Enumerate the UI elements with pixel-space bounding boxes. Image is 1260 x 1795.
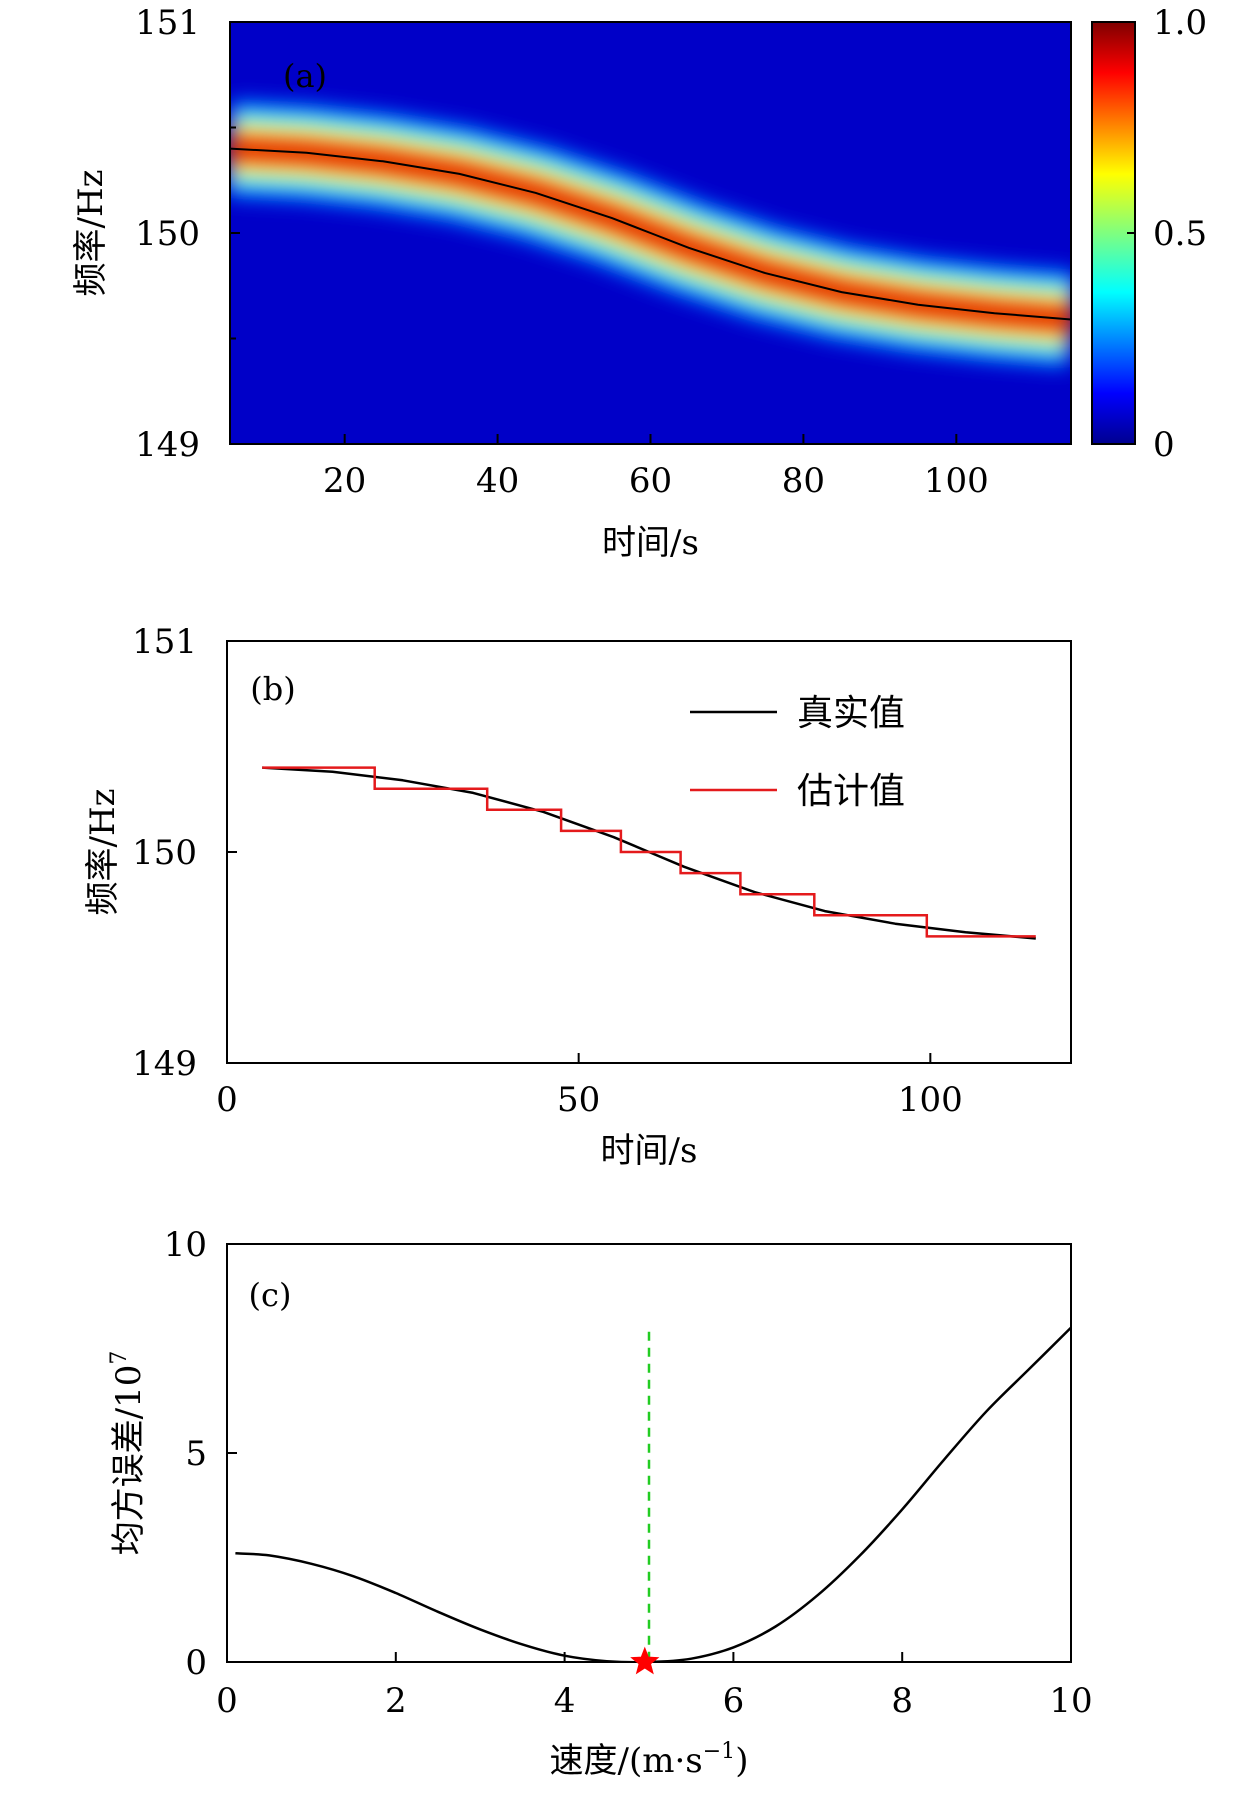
x-axis-label: 速度/(m·s−1) bbox=[550, 1739, 749, 1781]
x-tick-label: 100 bbox=[924, 461, 989, 501]
x-tick-label: 2 bbox=[385, 1681, 407, 1721]
x-tick-label: 100 bbox=[898, 1080, 963, 1120]
panel-label: (c) bbox=[249, 1276, 292, 1314]
x-tick-label: 0 bbox=[216, 1681, 238, 1721]
y-tick-label: 151 bbox=[132, 622, 197, 662]
x-tick-label: 40 bbox=[476, 461, 519, 501]
x-tick-label: 6 bbox=[723, 1681, 745, 1721]
y-tick-label: 149 bbox=[135, 425, 200, 465]
y-axis-label: 频率/Hz bbox=[71, 169, 111, 296]
legend-label: 估计值 bbox=[797, 771, 905, 812]
panel-label: (b) bbox=[250, 670, 295, 708]
x-tick-label: 10 bbox=[1049, 1681, 1092, 1721]
axes-frame bbox=[226, 1243, 1072, 1663]
x-tick-label: 60 bbox=[629, 461, 672, 501]
y-tick-label: 10 bbox=[164, 1225, 207, 1265]
panel-label: (a) bbox=[283, 57, 327, 95]
colorbar-tick-label: 0 bbox=[1153, 425, 1175, 465]
heatmap-field bbox=[230, 98, 1071, 370]
x-tick-label: 80 bbox=[782, 461, 825, 501]
legend-label: 真实值 bbox=[797, 693, 905, 734]
colorbar-tick-label: 1.0 bbox=[1153, 3, 1207, 43]
y-tick-label: 5 bbox=[185, 1434, 207, 1474]
x-axis-label: 时间/s bbox=[601, 1131, 698, 1171]
x-tick-label: 4 bbox=[554, 1681, 576, 1721]
true-frequency-curve bbox=[230, 147, 1071, 321]
y-axis-label: 均方误差/107 bbox=[107, 1351, 149, 1556]
panel-a: 20 40 60 80 100 149 150 151 (a) 时间/s 频率/Hz 1.0 0.5 0 bbox=[71, 3, 1207, 563]
y-axis-label: 频率/Hz bbox=[83, 788, 123, 915]
y-tick-label: 150 bbox=[132, 833, 197, 873]
colorbar-tick-label: 0.5 bbox=[1153, 214, 1207, 254]
y-tick-label: 0 bbox=[185, 1643, 207, 1683]
x-tick-label: 20 bbox=[323, 461, 366, 501]
x-tick-label: 0 bbox=[216, 1080, 238, 1120]
y-tick-label: 149 bbox=[132, 1044, 197, 1084]
estimated-speed-star bbox=[630, 1646, 660, 1675]
estimated-value-line bbox=[262, 766, 1036, 938]
x-tick-label: 50 bbox=[557, 1080, 600, 1120]
x-tick-label: 8 bbox=[891, 1681, 913, 1721]
plot-area bbox=[262, 766, 1036, 940]
x-axis-label: 时间/s bbox=[602, 523, 699, 563]
y-tick-label: 150 bbox=[135, 214, 200, 254]
y-tick-label: 151 bbox=[135, 3, 200, 43]
panel-c: 0 2 4 6 8 10 0 5 10 (c) 速度/(m·s−1) 均方误差/107 bbox=[107, 1225, 1093, 1781]
